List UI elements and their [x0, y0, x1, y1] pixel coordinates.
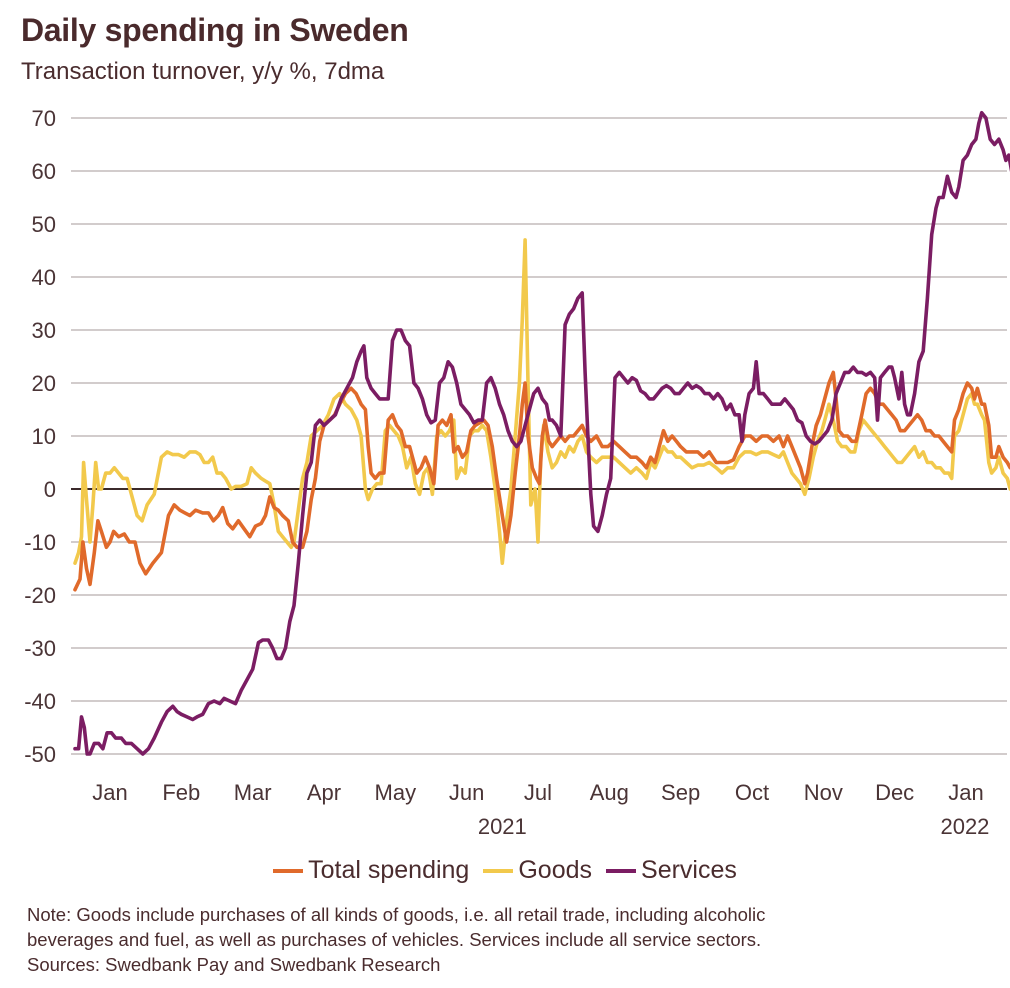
legend-item-goods: Goods [483, 856, 592, 885]
series-line-goods [73, 238, 1010, 565]
chart-title: Daily spending in Sweden [21, 12, 409, 48]
x-tick-label: Jun [449, 780, 484, 805]
y-tick-label: 0 [44, 477, 56, 502]
x-axis-ticks: Jan Feb Mar Apr May Jun Jul Aug Sep Oct Nov Dec Jan 2… [92, 780, 989, 839]
y-tick-label: -10 [24, 530, 56, 555]
x-tick-label: Feb [162, 780, 200, 805]
y-tick-label: -40 [24, 689, 56, 714]
series-lines [73, 110, 1010, 756]
y-tick-label: 40 [32, 265, 56, 290]
x-year-label: 2021 [478, 814, 527, 839]
legend-swatch-total-spending [273, 868, 304, 873]
legend-label: Services [641, 856, 737, 884]
sources-line: Sources: Swedbank Pay and Swedbank Resea… [27, 954, 441, 975]
x-tick-label: Mar [234, 780, 272, 805]
y-tick-label: 70 [32, 106, 56, 131]
x-tick-label: Apr [307, 780, 341, 805]
y-tick-label: 60 [32, 159, 56, 184]
legend-swatch-services [606, 868, 637, 873]
legend-label: Total spending [308, 856, 470, 884]
x-tick-label: Dec [875, 780, 914, 805]
x-tick-label: Jul [524, 780, 552, 805]
y-tick-label: 10 [32, 424, 56, 449]
legend: Total spending Goods Services [0, 856, 1010, 885]
line-chart: 70 60 50 40 30 20 10 0 -10 -20 -30 -40 -50 Jan Feb Mar… [24, 106, 1010, 839]
footnote: Note: Goods include purchases of all kin… [27, 902, 987, 977]
legend-swatch-goods [483, 868, 514, 873]
x-tick-label: Nov [804, 780, 843, 805]
x-tick-label: Oct [735, 780, 769, 805]
y-tick-label: 50 [32, 212, 56, 237]
y-tick-label: -20 [24, 583, 56, 608]
x-tick-label: Jan [948, 780, 983, 805]
y-tick-label: 20 [32, 371, 56, 396]
legend-label: Goods [518, 856, 593, 884]
x-tick-label: May [375, 780, 417, 805]
y-tick-label: -30 [24, 636, 56, 661]
note-line: beverages and fuel, as well as purchases… [27, 929, 762, 950]
x-tick-label: Sep [661, 780, 700, 805]
chart-subtitle: Transaction turnover, y/y %, 7dma [21, 58, 385, 85]
gridlines [71, 117, 1007, 755]
y-tick-label: -50 [24, 742, 56, 767]
x-year-label: 2022 [940, 814, 989, 839]
y-axis-ticks: 70 60 50 40 30 20 10 0 -10 -20 -30 -40 -50 [24, 106, 56, 767]
series-line-total-spending [73, 370, 1010, 592]
series-line-services [73, 110, 1010, 756]
y-tick-label: 30 [32, 318, 56, 343]
x-tick-label: Jan [92, 780, 127, 805]
x-tick-label: Aug [590, 780, 629, 805]
legend-item-services: Services [606, 856, 737, 885]
legend-item-total-spending: Total spending [273, 856, 469, 885]
note-line: Note: Goods include purchases of all kin… [27, 904, 766, 925]
